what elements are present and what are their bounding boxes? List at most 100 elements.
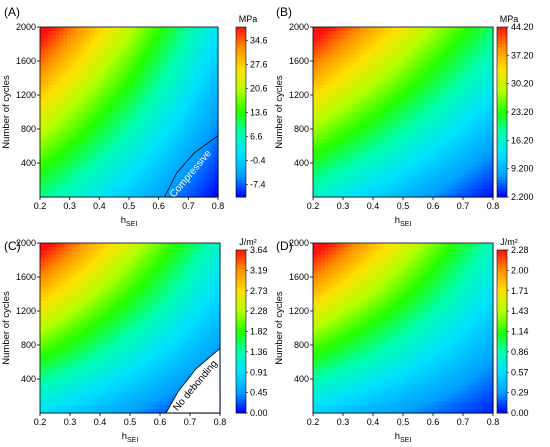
heatmap-cell xyxy=(55,339,61,345)
heatmap-cell xyxy=(175,30,180,36)
heatmap-cell xyxy=(449,169,455,175)
heatmap-cell xyxy=(461,46,467,51)
heatmap-cell xyxy=(94,177,99,183)
heatmap-cell xyxy=(379,162,385,167)
heatmap-cell xyxy=(438,27,443,32)
heatmap-cell xyxy=(410,38,416,44)
heatmap-cell xyxy=(47,169,53,175)
heatmap-cell xyxy=(98,65,103,71)
heatmap-cell xyxy=(453,189,459,194)
heatmap-cell xyxy=(136,96,142,102)
heatmap-cell xyxy=(101,177,107,183)
heatmap-cell xyxy=(214,104,219,109)
heatmap-cell xyxy=(78,173,84,179)
heatmap-cell xyxy=(375,154,381,159)
heatmap-cell xyxy=(340,73,345,78)
heatmap-cell xyxy=(105,34,111,40)
heatmap-cell xyxy=(43,65,49,71)
heatmap-cell xyxy=(359,100,365,105)
heatmap-cell xyxy=(90,393,96,399)
heatmap-cell xyxy=(67,320,72,325)
heatmap-cell xyxy=(74,34,80,40)
heatmap-cell xyxy=(167,154,173,159)
heatmap-cell xyxy=(340,50,345,55)
heatmap-cell xyxy=(83,409,88,414)
heatmap-cell xyxy=(414,104,420,109)
heatmap-cell xyxy=(352,162,357,167)
heatmap-cell xyxy=(163,146,169,152)
heatmap-cell xyxy=(86,166,91,171)
heatmap-cell xyxy=(105,112,111,117)
heatmap-cell xyxy=(98,347,104,352)
heatmap-cell xyxy=(395,104,400,109)
heatmap-cell xyxy=(121,166,126,171)
heatmap-cell xyxy=(79,393,84,399)
heatmap-cell xyxy=(194,131,200,136)
heatmap-cell xyxy=(113,104,118,109)
heatmap-cell xyxy=(94,358,100,364)
heatmap-cell xyxy=(457,42,463,47)
heatmap-cell xyxy=(348,185,353,190)
heatmap-cell xyxy=(117,65,122,71)
colorbar-segment xyxy=(236,114,246,119)
heatmap-cell xyxy=(55,378,61,383)
heatmap-cell xyxy=(47,46,53,51)
colorbar-segment xyxy=(236,160,246,164)
colorbar-segment xyxy=(497,92,507,96)
heatmap-cell xyxy=(51,30,57,36)
heatmap-cell xyxy=(86,142,91,148)
heatmap-cell xyxy=(83,285,88,290)
heatmap-cell xyxy=(383,139,388,144)
heatmap-cell xyxy=(190,50,196,55)
heatmap-cell xyxy=(379,100,385,105)
heatmap-cell xyxy=(43,351,49,356)
heatmap-cell xyxy=(94,181,99,187)
heatmap-cell xyxy=(481,123,486,129)
heatmap-cell xyxy=(406,54,412,59)
heatmap-cell xyxy=(171,131,177,136)
heatmap-cell xyxy=(210,173,215,179)
heatmap-cell xyxy=(90,331,96,337)
heatmap-cell xyxy=(55,335,61,341)
heatmap-cell xyxy=(79,405,84,410)
heatmap-cell xyxy=(94,57,99,63)
heatmap-cell xyxy=(59,61,64,67)
heatmap-cell xyxy=(152,123,157,129)
heatmap-cell xyxy=(414,181,420,187)
heatmap-cell xyxy=(426,73,431,78)
heatmap-cell xyxy=(167,135,173,140)
heatmap-cell xyxy=(132,27,138,32)
heatmap-cell xyxy=(82,73,88,78)
heatmap-cell xyxy=(47,258,53,263)
heatmap-cell xyxy=(136,162,142,167)
heatmap-cell xyxy=(453,135,459,140)
heatmap-cell xyxy=(313,135,318,140)
heatmap-cell xyxy=(406,46,412,51)
heatmap-cell xyxy=(109,139,115,144)
heatmap-cell xyxy=(367,108,373,113)
heatmap-cell xyxy=(356,54,361,59)
heatmap-cell xyxy=(40,119,45,125)
heatmap-cell xyxy=(90,316,96,321)
heatmap-cell xyxy=(156,169,161,175)
heatmap-cell xyxy=(442,177,447,183)
colorbar-segment xyxy=(236,126,246,130)
heatmap-cell xyxy=(67,104,72,109)
heatmap-cell xyxy=(55,347,61,352)
heatmap-cell xyxy=(43,104,49,109)
heatmap-cell xyxy=(202,135,207,140)
heatmap-cell xyxy=(59,293,65,298)
heatmap-cell xyxy=(101,57,107,63)
colorbar-segment xyxy=(497,188,507,192)
heatmap-cell xyxy=(98,115,103,121)
heatmap-cell xyxy=(356,150,361,156)
heatmap-cell xyxy=(379,139,385,144)
heatmap-cell xyxy=(40,27,45,32)
heatmap-cell xyxy=(159,150,165,156)
heatmap-cell xyxy=(422,50,428,55)
heatmap-cell xyxy=(202,81,207,86)
heatmap-cell xyxy=(399,38,404,44)
heatmap-cell xyxy=(371,173,377,179)
heatmap-cell xyxy=(332,104,338,109)
heatmap-cell xyxy=(449,139,455,144)
